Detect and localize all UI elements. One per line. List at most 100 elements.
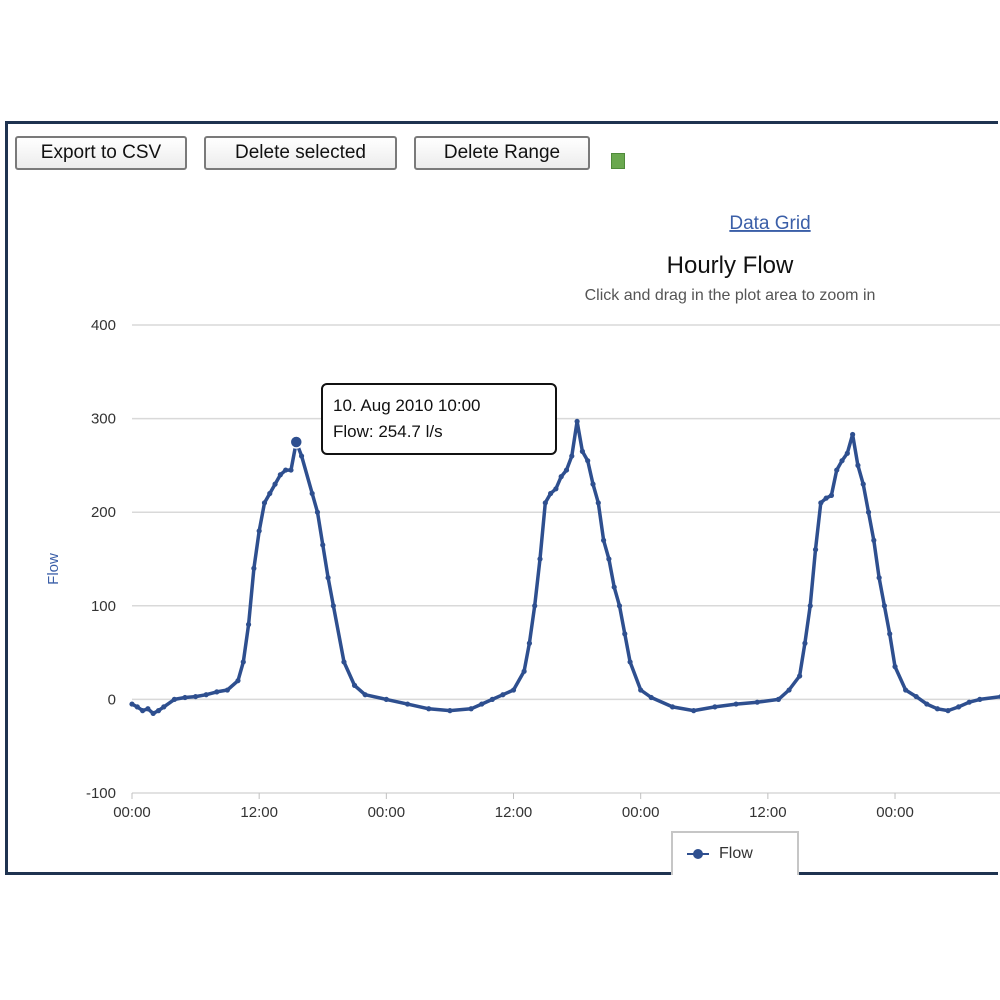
data-point[interactable] <box>775 696 782 703</box>
data-point[interactable] <box>802 640 808 646</box>
data-point[interactable] <box>261 500 268 506</box>
data-point[interactable] <box>129 701 135 707</box>
data-point[interactable] <box>245 621 252 628</box>
data-point[interactable] <box>155 708 162 714</box>
data-point[interactable] <box>871 537 877 543</box>
data-point[interactable] <box>754 699 760 705</box>
data-point[interactable] <box>733 701 739 707</box>
data-point[interactable] <box>579 448 585 454</box>
export-csv-button[interactable]: Export to CSV <box>15 136 187 170</box>
hovered-point[interactable] <box>289 435 304 449</box>
data-point[interactable] <box>298 453 305 459</box>
data-point[interactable] <box>468 706 474 712</box>
data-point[interactable] <box>828 492 835 498</box>
data-point[interactable] <box>839 458 845 464</box>
data-point[interactable] <box>134 704 140 710</box>
data-point[interactable] <box>330 603 336 609</box>
data-point[interactable] <box>887 631 893 637</box>
data-point[interactable] <box>325 575 331 581</box>
data-point[interactable] <box>712 704 718 710</box>
data-point[interactable] <box>240 659 246 665</box>
data-point[interactable] <box>314 509 321 515</box>
data-point[interactable] <box>548 490 554 497</box>
data-point[interactable] <box>526 640 533 646</box>
delete-selected-button[interactable]: Delete selected <box>204 136 397 170</box>
data-point[interactable] <box>606 556 612 562</box>
data-point[interactable] <box>807 603 813 609</box>
data-point[interactable] <box>892 664 898 670</box>
chart[interactable]: Data Grid Hourly Flow Click and drag in … <box>8 124 1000 878</box>
data-point[interactable] <box>267 490 273 497</box>
data-point[interactable] <box>224 687 230 693</box>
data-point[interactable] <box>881 603 888 609</box>
data-point[interactable] <box>320 542 326 548</box>
data-point[interactable] <box>648 694 654 701</box>
data-point[interactable] <box>309 490 315 497</box>
data-point[interactable] <box>966 699 972 705</box>
data-point[interactable] <box>903 687 909 693</box>
data-point[interactable] <box>479 701 485 707</box>
data-point[interactable] <box>600 537 607 543</box>
data-point[interactable] <box>214 689 220 695</box>
data-point[interactable] <box>574 418 580 425</box>
series-flow[interactable] <box>129 418 1000 717</box>
data-point[interactable] <box>256 528 262 534</box>
data-point[interactable] <box>192 693 199 700</box>
data-point[interactable] <box>913 693 919 700</box>
data-point[interactable] <box>860 481 866 487</box>
data-point[interactable] <box>977 696 983 703</box>
data-point[interactable] <box>283 467 289 473</box>
data-point[interactable] <box>235 678 241 684</box>
data-point[interactable] <box>161 704 167 710</box>
data-point[interactable] <box>563 467 570 473</box>
data-point[interactable] <box>844 450 850 456</box>
data-point[interactable] <box>855 462 861 468</box>
data-point[interactable] <box>585 458 591 464</box>
delete-range-button[interactable]: Delete Range <box>414 136 590 170</box>
data-point[interactable] <box>956 704 962 710</box>
data-point[interactable] <box>924 701 930 707</box>
data-point[interactable] <box>812 547 819 553</box>
data-point[interactable] <box>139 708 146 714</box>
data-point[interactable] <box>834 467 840 473</box>
data-grid-link[interactable]: Data Grid <box>729 213 810 234</box>
data-point[interactable] <box>362 692 368 698</box>
data-point[interactable] <box>150 710 156 717</box>
data-point[interactable] <box>500 692 506 698</box>
chart-legend[interactable]: Flow <box>671 831 799 875</box>
data-point[interactable] <box>934 706 941 712</box>
data-point[interactable] <box>532 603 538 609</box>
data-point[interactable] <box>558 474 564 480</box>
data-point[interactable] <box>182 694 188 701</box>
data-point[interactable] <box>553 486 559 492</box>
data-point[interactable] <box>595 500 601 506</box>
data-point[interactable] <box>288 467 294 473</box>
data-point[interactable] <box>383 696 389 703</box>
data-point[interactable] <box>145 706 151 712</box>
data-point[interactable] <box>351 682 358 688</box>
data-point[interactable] <box>569 453 575 459</box>
data-point[interactable] <box>865 509 872 515</box>
data-point[interactable] <box>622 631 628 637</box>
data-point[interactable] <box>627 659 633 665</box>
data-point[interactable] <box>823 495 829 501</box>
data-point[interactable] <box>638 687 644 693</box>
data-point[interactable] <box>404 701 411 707</box>
data-point[interactable] <box>850 431 856 438</box>
data-point[interactable] <box>426 706 432 712</box>
data-point[interactable] <box>542 500 548 506</box>
data-point[interactable] <box>203 692 209 698</box>
data-point[interactable] <box>171 696 177 703</box>
data-point[interactable] <box>876 575 882 581</box>
data-point[interactable] <box>691 708 697 714</box>
data-point[interactable] <box>669 704 676 710</box>
data-point[interactable] <box>818 500 824 506</box>
data-point[interactable] <box>489 696 495 703</box>
data-point[interactable] <box>797 673 803 679</box>
data-point[interactable] <box>447 708 453 714</box>
data-point[interactable] <box>611 584 617 590</box>
data-point[interactable] <box>521 668 527 674</box>
data-point[interactable] <box>277 472 283 478</box>
series-line[interactable] <box>131 419 1000 716</box>
data-point[interactable] <box>510 687 517 693</box>
